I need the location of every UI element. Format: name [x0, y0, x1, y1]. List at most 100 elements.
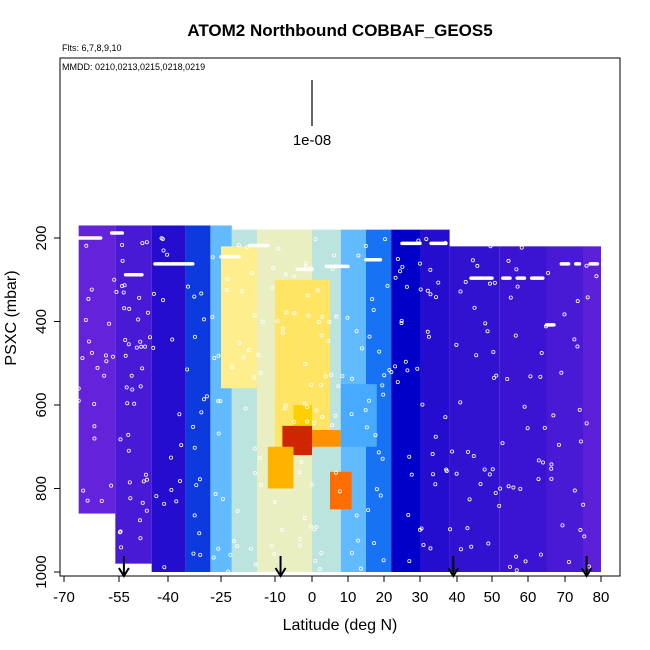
sample-point [478, 481, 483, 486]
sample-point [383, 237, 388, 242]
sample-point [404, 284, 409, 289]
sample-point [160, 236, 165, 241]
sample-point [469, 544, 474, 549]
sample-point [581, 502, 586, 507]
sample-point [138, 536, 143, 541]
sample-point [406, 513, 411, 518]
sample-point [567, 559, 572, 564]
sample-point [112, 277, 117, 282]
sample-point [434, 295, 439, 300]
sample-point [465, 526, 470, 531]
profile-arrow [274, 556, 287, 578]
sample-point [425, 288, 430, 293]
sample-point [134, 345, 139, 350]
sample-point [128, 496, 133, 501]
sample-point [309, 482, 314, 487]
sample-point [212, 356, 217, 361]
sample-point [426, 334, 431, 339]
sample-point [420, 402, 425, 407]
sample-point [493, 490, 498, 495]
sample-point [577, 407, 582, 412]
sample-point [220, 496, 225, 501]
sample-point [378, 493, 383, 498]
sample-point [169, 488, 174, 493]
sample-point [585, 295, 590, 300]
sample-point [177, 412, 182, 417]
sample-point [559, 370, 564, 375]
sample-point [407, 559, 412, 564]
sample-point [297, 543, 302, 548]
sample-point [323, 374, 328, 379]
sample-point [271, 266, 276, 271]
sample-point [303, 261, 308, 266]
sample-point [482, 467, 487, 472]
sample-point [229, 365, 234, 370]
sample-point [192, 445, 197, 450]
sample-point [305, 405, 310, 410]
sample-point [225, 277, 230, 282]
sample-point [380, 456, 385, 461]
sample-point [216, 399, 221, 404]
sample-point [334, 314, 339, 319]
sample-point [594, 274, 599, 279]
sample-point [145, 310, 150, 315]
sample-point [99, 498, 104, 503]
sample-point [332, 253, 337, 258]
sample-point [298, 537, 303, 542]
sample-point [76, 398, 81, 403]
sample-point [329, 372, 334, 377]
sample-point [216, 353, 221, 358]
heatmap-cell [185, 225, 211, 572]
sample-point [500, 441, 505, 446]
sample-point [458, 289, 463, 294]
sample-point [94, 514, 99, 519]
sample-point [114, 289, 119, 294]
sample-point [118, 437, 123, 442]
sample-point [578, 439, 583, 444]
sample-point [538, 552, 543, 557]
y-axis-label: PSXC (mbar) [3, 270, 20, 365]
sample-point [381, 392, 386, 397]
sample-point [174, 499, 179, 504]
sample-point [245, 245, 250, 250]
x-tick-label: -25 [210, 589, 232, 606]
sample-point [363, 244, 368, 249]
sample-point [491, 349, 496, 354]
sample-point [393, 364, 398, 369]
sample-point [366, 398, 371, 403]
sample-point [549, 466, 554, 471]
sample-point [492, 280, 497, 285]
sample-point [536, 477, 541, 482]
sample-point [151, 291, 156, 296]
sample-point [139, 344, 144, 349]
sample-point [560, 523, 565, 528]
sample-point [127, 480, 132, 485]
x-axis-label: Latitude (deg N) [283, 617, 398, 634]
sample-point [292, 274, 297, 279]
sample-point [506, 484, 511, 489]
y-tick-label: 800 [33, 476, 50, 501]
sample-point [252, 313, 257, 318]
sample-point [436, 280, 441, 285]
sample-point [539, 351, 544, 356]
sample-point [240, 289, 245, 294]
sample-point [104, 359, 109, 364]
sample-point [143, 472, 148, 477]
sample-point [151, 345, 156, 350]
heatmap-cell [340, 384, 377, 447]
flights-note: Flts: 6,7,8,9,10 [62, 43, 122, 53]
sample-point [211, 555, 216, 560]
x-tick-label: -40 [157, 589, 179, 606]
sample-point [327, 319, 332, 324]
sample-point [228, 552, 233, 557]
sample-point [497, 503, 502, 508]
x-tick-label: 30 [412, 589, 429, 606]
sample-point [458, 547, 463, 552]
sample-point [549, 462, 554, 467]
sample-point [194, 483, 199, 488]
sample-point [387, 368, 392, 373]
sample-point [86, 297, 91, 302]
sample-point [400, 264, 405, 269]
sample-point [272, 500, 277, 505]
sample-point [213, 492, 218, 497]
